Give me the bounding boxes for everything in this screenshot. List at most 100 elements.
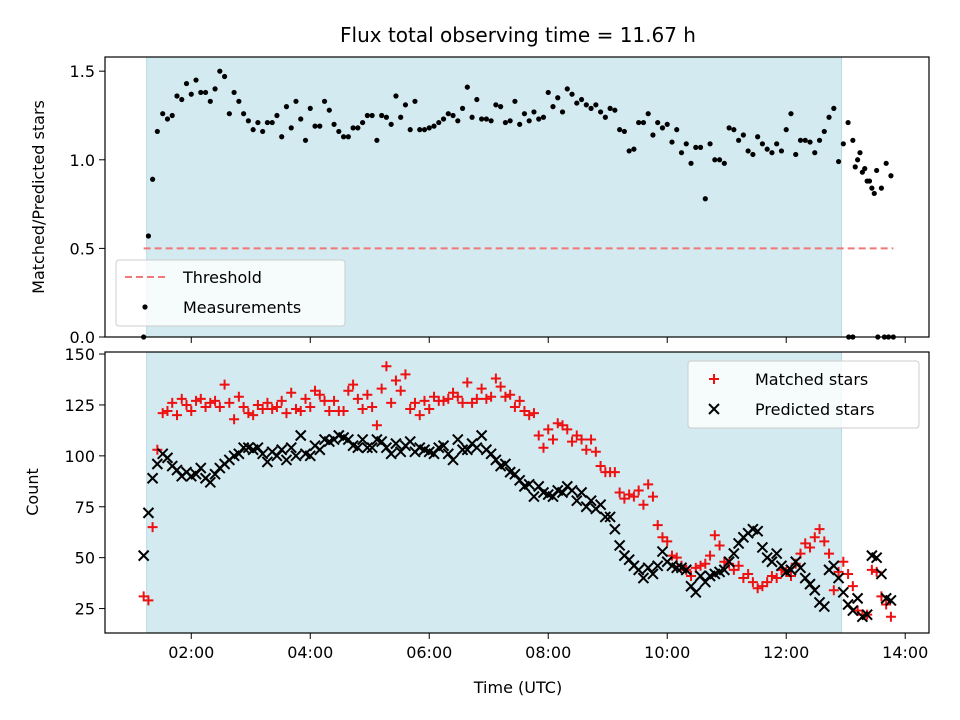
matched-point bbox=[695, 560, 706, 571]
measurement-point bbox=[855, 157, 861, 163]
measurement-point bbox=[774, 141, 780, 147]
predicted-point bbox=[571, 494, 583, 507]
measurement-point bbox=[302, 137, 309, 143]
measurement-point bbox=[631, 146, 637, 152]
measurement-point bbox=[179, 96, 185, 103]
predicted-point bbox=[452, 433, 464, 446]
measurement-point bbox=[255, 119, 261, 126]
matched-point bbox=[686, 570, 697, 581]
measurement-point bbox=[555, 95, 561, 101]
predicted-point bbox=[671, 562, 683, 574]
matched-point bbox=[514, 395, 525, 406]
matched-point bbox=[162, 406, 173, 417]
matched-point bbox=[567, 436, 578, 447]
measurement-point bbox=[321, 98, 328, 104]
matched-point bbox=[357, 404, 368, 415]
matched-point bbox=[248, 410, 259, 421]
matched-point bbox=[195, 393, 206, 404]
x-tick-label-1: 04:00 bbox=[287, 643, 333, 662]
matched-point bbox=[171, 410, 182, 421]
matched-point bbox=[624, 489, 635, 500]
measurement-point bbox=[145, 233, 152, 239]
measurement-point bbox=[279, 134, 285, 140]
measurement-point bbox=[412, 98, 418, 104]
matched-point bbox=[224, 397, 235, 408]
matched-point bbox=[305, 401, 316, 412]
measurement-point bbox=[469, 114, 475, 120]
predicted-point bbox=[690, 586, 702, 598]
matched-point bbox=[476, 383, 487, 394]
measurement-point bbox=[669, 139, 675, 145]
matched-point bbox=[547, 434, 558, 445]
measurement-point bbox=[383, 114, 390, 120]
measurement-point bbox=[545, 89, 551, 96]
measurement-point bbox=[559, 109, 566, 115]
measurement-point bbox=[683, 141, 689, 147]
measurement-point bbox=[364, 112, 370, 119]
matched-point bbox=[576, 434, 587, 445]
matched-point bbox=[462, 377, 473, 388]
predicted-point bbox=[566, 484, 578, 497]
measurement-point bbox=[850, 137, 856, 143]
measurement-point bbox=[198, 89, 204, 96]
measurement-point bbox=[226, 111, 232, 117]
matched-point bbox=[419, 395, 430, 406]
measurement-point bbox=[645, 111, 651, 117]
matched-point bbox=[471, 393, 482, 404]
measurement-point bbox=[540, 114, 547, 120]
measurement-point bbox=[778, 148, 785, 154]
matched-point bbox=[552, 418, 563, 429]
predicted-point bbox=[613, 539, 626, 552]
predicted-point bbox=[361, 441, 374, 454]
matched-point bbox=[866, 564, 877, 575]
measurement-point bbox=[288, 125, 294, 131]
predicted-point bbox=[809, 584, 821, 596]
matched-point bbox=[638, 499, 649, 510]
measurement-point bbox=[221, 73, 228, 80]
predicted-point bbox=[599, 511, 612, 523]
predicted-point bbox=[142, 507, 155, 519]
predicted-point bbox=[723, 556, 735, 568]
matched-point bbox=[719, 556, 730, 567]
measurement-point bbox=[202, 89, 209, 96]
measurement-point bbox=[212, 86, 218, 92]
predicted-point bbox=[314, 444, 326, 456]
measurement-point bbox=[507, 118, 513, 124]
measurement-point bbox=[659, 125, 666, 131]
measurement-point bbox=[550, 104, 556, 110]
predicted-point bbox=[828, 560, 840, 572]
matched-point bbox=[814, 524, 825, 535]
measurement-point bbox=[174, 93, 180, 99]
predicted-point bbox=[256, 448, 269, 460]
axes-frame-0 bbox=[104, 56, 930, 338]
measurement-point bbox=[852, 164, 858, 170]
matched-point bbox=[286, 387, 297, 398]
matched-point bbox=[457, 397, 468, 408]
measurement-point bbox=[755, 134, 761, 140]
measurement-point bbox=[393, 93, 399, 99]
measurement-point bbox=[793, 151, 799, 158]
matched-point bbox=[443, 393, 454, 404]
measurement-point bbox=[574, 100, 580, 106]
measurement-point bbox=[612, 107, 618, 113]
measurement-point bbox=[431, 123, 437, 129]
matched-point bbox=[495, 381, 506, 392]
measurement-point bbox=[345, 134, 351, 140]
measurement-point bbox=[597, 109, 604, 115]
x-tick-label-2: 06:00 bbox=[406, 643, 452, 662]
matched-point bbox=[828, 585, 839, 596]
matched-point bbox=[590, 446, 601, 457]
matched-point bbox=[262, 397, 273, 408]
matched-point bbox=[709, 530, 720, 541]
matched-point bbox=[186, 406, 197, 417]
matched-point bbox=[314, 389, 325, 400]
y-tick-label-0-3: 1.5 bbox=[70, 62, 95, 81]
measurement-point bbox=[736, 137, 742, 143]
predicted-point bbox=[847, 604, 859, 617]
measurement-point bbox=[816, 137, 823, 143]
measurement-point bbox=[455, 118, 461, 124]
predicted-point bbox=[390, 437, 402, 450]
matched-point bbox=[376, 383, 387, 394]
matched-point bbox=[210, 395, 221, 406]
predicted-point bbox=[632, 564, 645, 576]
